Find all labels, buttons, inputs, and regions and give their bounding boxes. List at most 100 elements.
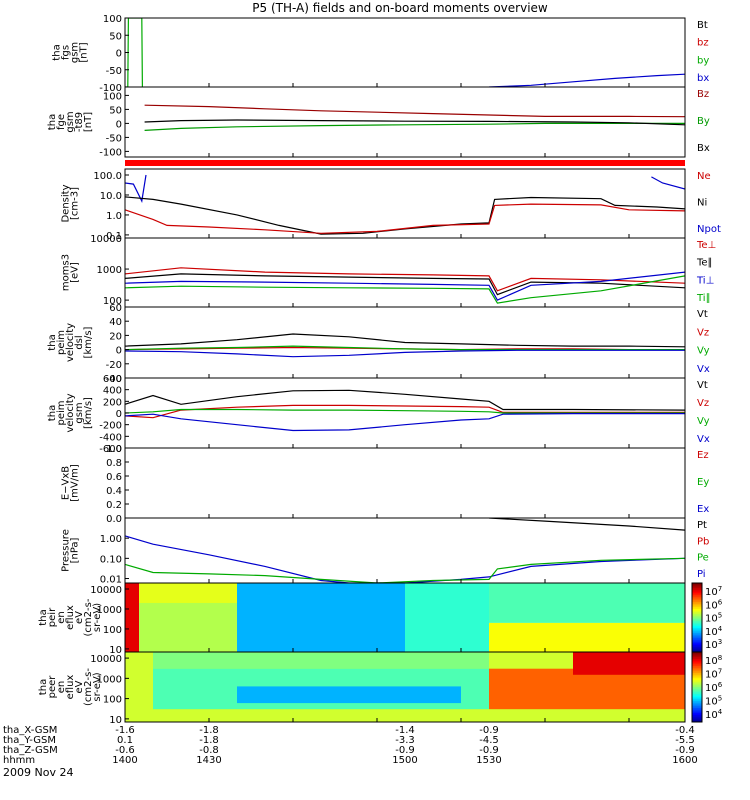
y-tick-label: -50 [106,133,122,144]
series-line-Npot [125,174,147,203]
colorbar-segment [692,692,702,695]
panel-frame [124,517,686,584]
y-axis-label-line: [eV] [70,262,81,283]
y-axis-label-line: fgs [61,45,72,60]
legend-entry: Vt [697,309,708,320]
y-tick-label: 600 [103,374,122,385]
axis-row-value: -0.6 [115,745,135,756]
colorbar-segment [692,643,702,646]
y-axis-label-line: peer [47,675,58,699]
y-axis-label-line: fge [56,114,67,130]
y-axis-label-line: [nPa] [70,537,81,563]
spectrogram-cell [139,583,237,603]
y-tick-label: 0.2 [106,500,122,511]
series-line-Ti⊥ [125,271,685,301]
colorbar-segment [692,584,702,587]
colorbar-segment [692,620,702,624]
series-line-Vt [125,389,685,411]
colorbar-segment [692,678,702,681]
axis-row-label: tha_Y-GSM [3,735,56,746]
y-tick-label: 1.0 [106,211,122,222]
y-axis-label-line: sr-eV) [92,603,103,632]
y-axis-label-line: [cm-3] [70,187,81,220]
axis-row-value: 1430 [196,755,221,766]
colorbar-segment [692,627,702,631]
colorbar-segment [692,639,702,643]
series-line-By [144,122,685,131]
colorbar-segment [692,598,702,601]
colorbar-tick-label: 107 [705,668,722,681]
y-axis-label-line: (cm2-s- [83,598,94,636]
colorbar-segment [692,617,702,620]
colorbar-segment [692,645,702,648]
axis-row-value: 1530 [476,755,501,766]
legend-entry: By [697,116,710,127]
y-tick-label: 1000 [97,265,122,276]
colorbar-segment [692,715,702,718]
legend-entry: Ti⊥ [696,275,714,286]
spectrogram-cell [237,583,405,652]
y-axis-label-line: peim [56,400,67,425]
colorbar-segment [692,601,702,605]
y-tick-label: 60 [109,303,122,314]
y-tick-label: 10 [109,645,122,656]
y-tick-label: -400 [99,432,122,443]
series-line-Pt [488,518,685,531]
colorbar-segment [692,690,702,693]
colorbar-segment [692,588,702,591]
axis-row-label: tha_X-GSM [3,725,57,736]
panel-frame [124,86,686,158]
legend-entry: Vx [697,364,710,375]
colorbar-tick-label: 105 [705,612,722,625]
y-tick-label: 10000 [90,654,122,665]
y-tick-label: -600 [99,444,122,455]
legend-entry: Te⊥ [696,240,716,251]
series-line-Vz [125,404,685,419]
colorbar-segment [692,706,702,709]
axis-row-value: -0.4 [675,725,695,736]
panel-frame [124,168,686,239]
colorbar-segment [692,669,702,672]
y-axis-label-line: E−VxB [61,466,72,500]
spectrogram-cell [237,686,461,704]
colorbar-segment [692,646,702,650]
panel-density: Ne Ni Npot 100.0 10.0 1.0 0.1 Density[cm-3] [61,168,721,242]
colorbar-segment [692,683,702,686]
colorbar-segment [692,697,702,700]
colorbar-segment [692,718,702,721]
y-axis-label-line: [nT] [79,42,90,62]
colorbar-segment [692,676,702,679]
y-tick-label: 0.10 [100,554,122,565]
legend-entry: Vz [697,327,709,338]
y-tick-label: -100 [99,147,122,158]
colorbar-segment [692,641,702,644]
y-tick-label: 1000 [97,605,122,616]
legend-entry: Bz [697,89,709,100]
colorbar-segment [692,634,702,637]
colorbar-segment [692,660,702,663]
y-tick-label: 0 [116,119,122,130]
y-tick-label: -50 [106,66,122,77]
colorbar-tick-label: 106 [705,681,723,694]
legend-entry: Pt [697,520,707,531]
y-tick-label: 0.01 [100,575,122,586]
legend-entry: Vy [697,346,710,357]
colorbar-segment [692,695,702,698]
series-line-Pi [125,535,685,583]
axis-row-value: -1.8 [199,735,219,746]
colorbar-segment [692,657,702,660]
y-tick-label: 400 [103,386,122,397]
y-axis-label-line: peim [56,330,67,355]
legend-entry: bx [697,73,709,84]
axis-row-value: -0.9 [395,745,415,756]
axis-row-value: 1600 [672,755,697,766]
colorbar-segment [692,596,702,600]
y-tick-label: 10000 [90,585,122,596]
series-line-Te⊥ [125,267,685,292]
y-tick-label: 0.0 [106,514,122,525]
